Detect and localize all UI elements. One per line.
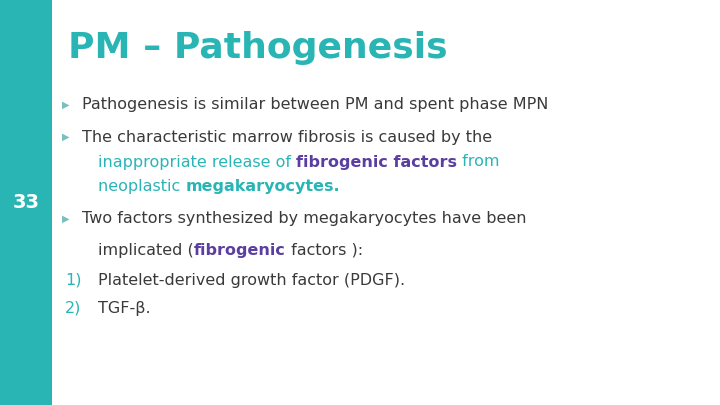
Text: Two factors synthesized by megakaryocytes have been: Two factors synthesized by megakaryocyte… bbox=[82, 211, 526, 226]
Text: The characteristic marrow fibrosis is caused by the: The characteristic marrow fibrosis is ca… bbox=[82, 130, 492, 145]
Text: ▶: ▶ bbox=[62, 132, 70, 142]
Text: fibrogenic: fibrogenic bbox=[194, 243, 286, 258]
Text: neoplastic: neoplastic bbox=[98, 179, 185, 194]
Text: PM – Pathogenesis: PM – Pathogenesis bbox=[68, 31, 448, 65]
Text: factors ):: factors ): bbox=[286, 243, 363, 258]
Text: Platelet-derived growth factor (PDGF).: Platelet-derived growth factor (PDGF). bbox=[98, 273, 405, 288]
Text: ▶: ▶ bbox=[62, 214, 70, 224]
Text: from: from bbox=[457, 154, 500, 170]
Text: 1): 1) bbox=[65, 273, 81, 288]
Text: megakaryocytes.: megakaryocytes. bbox=[185, 179, 340, 194]
Text: Pathogenesis is similar between PM and spent phase MPN: Pathogenesis is similar between PM and s… bbox=[82, 98, 549, 113]
Text: fibrogenic factors: fibrogenic factors bbox=[296, 154, 457, 170]
Text: implicated (: implicated ( bbox=[98, 243, 194, 258]
Text: TGF-β.: TGF-β. bbox=[98, 301, 150, 315]
Text: inappropriate release of: inappropriate release of bbox=[98, 154, 296, 170]
Text: 33: 33 bbox=[12, 193, 40, 212]
Text: ▶: ▶ bbox=[62, 100, 70, 110]
Text: 2): 2) bbox=[65, 301, 81, 315]
